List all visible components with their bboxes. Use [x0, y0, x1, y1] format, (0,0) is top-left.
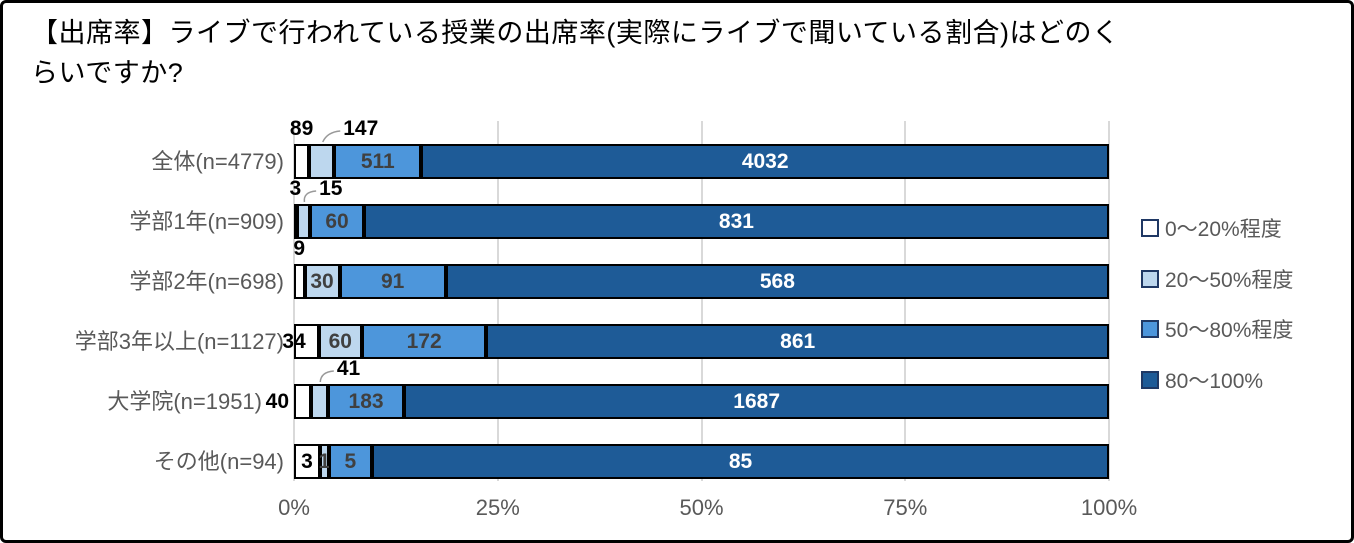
- category-label: 学部2年(n=698): [129, 269, 284, 294]
- value-label: 40: [265, 390, 289, 413]
- value-label: 511: [360, 150, 395, 173]
- value-label: 172: [406, 330, 442, 353]
- legend-swatch: [1141, 370, 1159, 389]
- bar-segment: [294, 384, 311, 419]
- legend-label: 0〜20%程度: [1165, 218, 1282, 241]
- gridline: [293, 121, 295, 481]
- bar-segment: [328, 444, 373, 479]
- legend-swatch: [1141, 320, 1159, 338]
- value-label: 831: [718, 210, 754, 233]
- bar-segment: [296, 204, 311, 239]
- legend-label: 20〜50%程度: [1165, 268, 1294, 292]
- value-label: 861: [780, 330, 816, 353]
- chart-title-line2: らいですか?: [31, 58, 184, 88]
- x-axis-tick-label: 0%: [278, 495, 310, 520]
- bar-segment: [361, 324, 487, 359]
- chart-title: 【出席率】ライブで行われている授業の出席率(実際にライブで聞いている割合)はどの…: [31, 13, 1339, 93]
- bar-segment: [334, 144, 422, 179]
- chart-title-line1: 【出席率】ライブで行われている授業の出席率(実際にライブで聞いている割合)はどの…: [31, 18, 1120, 48]
- bar-segment: [320, 444, 329, 479]
- bar-segment: [486, 324, 1109, 359]
- bar-segment: [404, 384, 1109, 419]
- category-label: 学部1年(n=909): [129, 209, 284, 234]
- x-axis-tick-label: 50%: [679, 495, 724, 520]
- legend-swatch: [1141, 269, 1159, 288]
- value-label: 89: [289, 117, 314, 140]
- value-label: 85: [728, 450, 753, 473]
- category-label: 学部3年以上(n=1127): [74, 329, 284, 354]
- value-label: 568: [759, 270, 795, 293]
- value-label: 147: [343, 117, 379, 140]
- value-label: 34: [282, 330, 306, 353]
- gridline: [904, 121, 907, 481]
- value-label: 15: [319, 177, 343, 200]
- gridline: [496, 121, 499, 481]
- legend-swatch: [1141, 219, 1159, 237]
- value-label: 1687: [733, 390, 780, 413]
- value-label: 1: [318, 450, 331, 473]
- value-label: 60: [325, 210, 349, 233]
- bar-segment: [294, 144, 310, 179]
- value-label: 91: [380, 270, 405, 293]
- bar-segment: [309, 144, 335, 179]
- bar-segment: [294, 444, 320, 479]
- bar-segment: [363, 204, 1109, 239]
- value-label: 30: [310, 270, 334, 293]
- value-label: 5: [344, 450, 357, 473]
- value-label: 3: [301, 450, 313, 473]
- bar-segment: [294, 324, 319, 359]
- legend-item: 80〜100%: [1141, 365, 1263, 395]
- bar-segment: [339, 264, 446, 299]
- value-label: 3: [289, 177, 302, 200]
- gridline: [1108, 121, 1110, 481]
- bar-segment: [318, 324, 362, 359]
- bar-segment: [310, 384, 328, 419]
- bar-segment: [310, 204, 364, 239]
- bar-segment: [294, 264, 305, 299]
- category-label: その他(n=94): [153, 449, 284, 474]
- legend-item: 50〜80%程度: [1141, 314, 1293, 344]
- value-label: 41: [336, 357, 361, 380]
- value-label: 183: [348, 390, 384, 413]
- bar-segment: [372, 444, 1109, 479]
- x-axis-tick-label: 100%: [1080, 495, 1138, 520]
- legend-item: 20〜50%程度: [1141, 264, 1293, 294]
- x-axis-tick-label: 25%: [475, 495, 520, 520]
- bar-segment: [421, 144, 1109, 179]
- bar-segment: [445, 264, 1109, 299]
- bar-segment: [304, 264, 340, 299]
- category-label: 大学院(n=1951): [107, 389, 262, 414]
- value-label: 9: [293, 237, 306, 260]
- x-axis-tick-label: 75%: [883, 495, 928, 520]
- legend-label: 50〜80%程度: [1165, 319, 1294, 342]
- leader-line: [319, 370, 334, 383]
- legend-label: 80〜100%: [1165, 369, 1264, 393]
- value-label: 4032: [741, 150, 789, 173]
- category-label: 全体(n=4779): [151, 149, 284, 174]
- bar-segment: [327, 384, 405, 419]
- legend-item: 0〜20%程度: [1141, 213, 1282, 243]
- gridline: [700, 121, 703, 481]
- value-label: 60: [328, 330, 352, 353]
